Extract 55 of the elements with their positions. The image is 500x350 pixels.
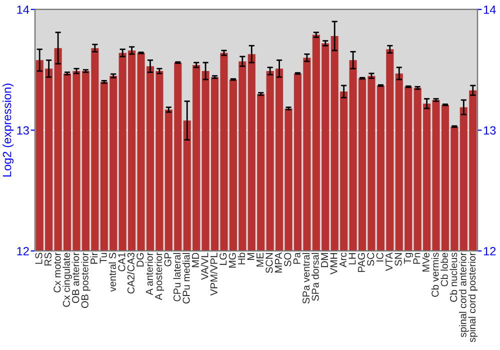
x-tick-label: ME (256, 252, 264, 267)
x-tick-label: Cx cingulate (62, 252, 72, 307)
x-tick-label: Tg (404, 252, 414, 264)
x-tick-label: SPa ventral (302, 253, 310, 304)
x-tick-label: Tu (100, 253, 107, 264)
x-tick-label: SCN (266, 253, 273, 273)
y-tick-label: 12 (17, 246, 29, 256)
x-tick-label: Pa (293, 252, 300, 264)
x-tick-label: SN (394, 253, 402, 266)
x-tick-label: GP (164, 252, 172, 266)
x-tick-label: DG (136, 253, 144, 267)
x-tick-label: CPu medial (182, 253, 190, 304)
x-tick-label: ventral S (108, 252, 116, 292)
x-tick-label: CA2/CA3 (127, 252, 134, 294)
x-tick-label: OB posterior (81, 252, 90, 308)
y-axis-title: Log2 (expression) (2, 84, 14, 176)
x-tick-label: M (247, 253, 254, 260)
x-tick-label: MPA (275, 252, 282, 272)
x-tick-label: Arc (340, 252, 347, 268)
x-tick-label: Cx motor (54, 252, 61, 292)
x-tick-label: MVe (422, 252, 430, 272)
y2-tick-label: 12 (484, 246, 496, 256)
x-tick-label: PAG (358, 253, 365, 272)
x-tick-label: Pn (413, 252, 420, 264)
x-tick-label: LH (348, 253, 356, 264)
x-tick-label: MG (228, 253, 236, 268)
x-tick-label: Cb nucleus (450, 252, 458, 302)
x-tick-label: Pir (90, 252, 98, 264)
x-tick-label: CA1 (118, 252, 126, 272)
x-tick-label: A posterior (154, 252, 164, 300)
x-tick-label: CPu lateral (173, 253, 181, 302)
x-tick-label: RS (44, 252, 52, 266)
x-tick-label: Hb (238, 252, 246, 264)
x-tick-label: OB anterior (72, 252, 80, 303)
x-tick-label: Cb vermis (431, 252, 439, 297)
x-tick-label: DM (321, 253, 328, 268)
y2-tick-label: 13 (484, 126, 496, 135)
x-tick-label: VMH (330, 253, 338, 275)
y-tick-label: 13 (17, 126, 29, 135)
x-tick-label: VTA (386, 252, 393, 272)
x-tick-label: VPM/VPL (210, 252, 218, 296)
x-tick-label: VA/VL (200, 252, 208, 280)
x-tick-label: A anterior (146, 252, 153, 296)
x-tick-label: SC (367, 252, 374, 266)
x-tick-label: LS (35, 252, 42, 264)
x-tick-label: LG (220, 253, 227, 265)
x-tick-label: MD (192, 252, 199, 268)
x-tick-label: spinal cord anterior (459, 252, 468, 338)
x-tick-label: IC (376, 252, 384, 262)
x-tick-label: spinal cord posterior (468, 252, 478, 342)
x-tick-label: SO (284, 252, 292, 266)
x-tick-label: Cb lobe (440, 252, 448, 286)
y-tick-label: 14 (17, 6, 30, 14)
y2-tick-label: 14 (484, 6, 496, 14)
x-tick-label: SPa dorsal (312, 253, 319, 301)
